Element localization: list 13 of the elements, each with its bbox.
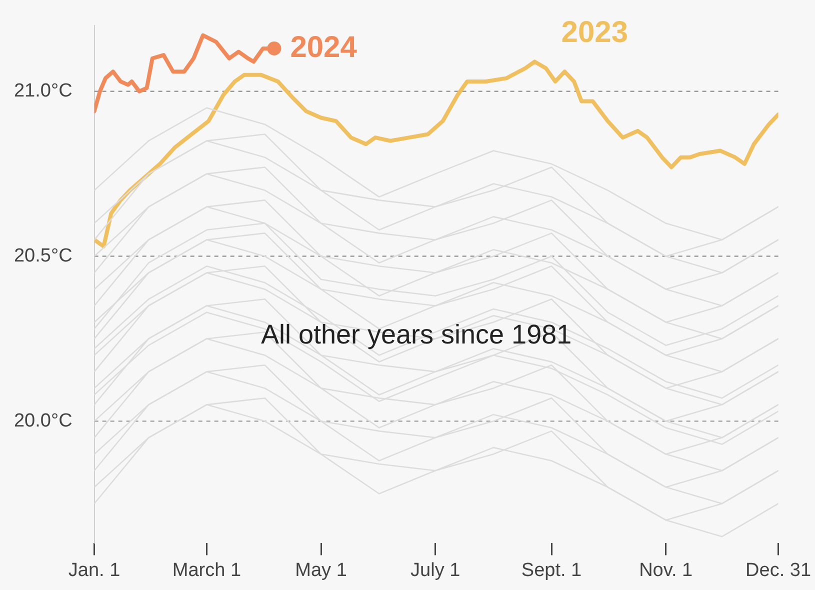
x-tick-label: March 1: [172, 560, 242, 581]
series-label: 2023: [561, 16, 628, 49]
x-tick-label: May 1: [295, 560, 347, 581]
x-tick-label: Jan. 1: [68, 560, 120, 581]
y-tick-label: 20.0°C: [14, 410, 72, 432]
x-tick-label: July 1: [410, 560, 460, 581]
x-tick-label: Nov. 1: [639, 560, 693, 581]
x-tick-label: Dec. 31: [746, 560, 811, 581]
y-tick-label: 20.5°C: [14, 246, 72, 266]
y-tick-label: 21.0°C: [14, 80, 72, 102]
annotation: All other years since 1981: [260, 320, 572, 350]
x-tick-label: Sept. 1: [521, 560, 582, 581]
series-label: 2024: [290, 30, 358, 64]
